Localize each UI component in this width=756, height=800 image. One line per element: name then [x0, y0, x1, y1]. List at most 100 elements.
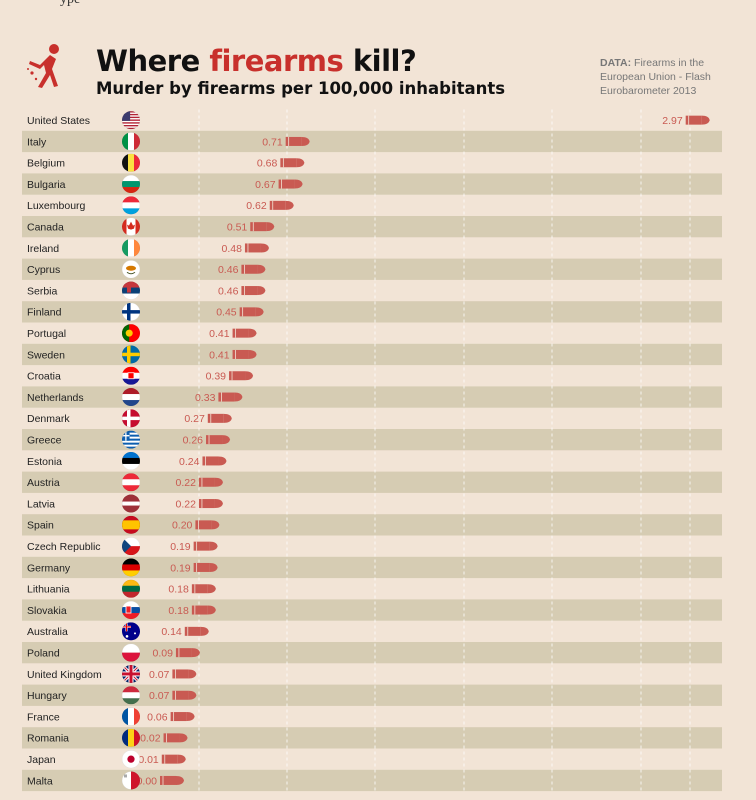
title-part-2: kill? — [343, 44, 417, 78]
flag-part — [122, 579, 140, 587]
flag-part — [122, 558, 140, 565]
flag-part — [122, 457, 140, 465]
country-label: Croatia — [27, 371, 61, 383]
value-label: 0.68 — [257, 158, 278, 170]
value-label: 0.09 — [152, 647, 173, 659]
bullet-tip — [260, 243, 269, 253]
country-label: Italy — [27, 136, 47, 148]
bullet-tip — [257, 286, 266, 296]
flag-part — [122, 698, 140, 705]
flag-part — [122, 434, 130, 437]
flag-part — [122, 479, 140, 486]
flag-part — [122, 217, 127, 236]
value-label: 0.02 — [140, 733, 161, 745]
row-stripe — [22, 642, 722, 664]
coat-of-arms — [125, 605, 132, 614]
flag-part — [128, 728, 135, 747]
chart-rows: United States 2.97 Italy 0.71 Belgium 0.68 Bul… — [27, 115, 710, 787]
flag-part — [122, 122, 140, 124]
row-stripe — [22, 514, 722, 536]
clipped-top-text: ype — [60, 0, 80, 8]
flag-part — [134, 153, 140, 172]
flag-part — [122, 585, 140, 593]
flag-part — [122, 293, 140, 300]
country-label: Japan — [27, 754, 56, 766]
flag-part — [134, 728, 140, 747]
flag-part — [122, 520, 140, 530]
flag-part — [122, 613, 140, 620]
row-stripe — [22, 556, 722, 579]
bullet-casing — [172, 690, 189, 700]
value-label: 0.48 — [222, 243, 243, 255]
bullet-casing — [206, 435, 223, 445]
flag-part — [122, 463, 140, 470]
flag-part — [122, 175, 140, 182]
bullet-mark — [198, 499, 223, 509]
flag-part — [122, 438, 140, 441]
row-stripe — [22, 769, 722, 792]
flag-part — [122, 728, 129, 747]
flag-italy-icon — [122, 132, 140, 151]
flag-part — [122, 692, 140, 699]
flag-part — [122, 281, 140, 288]
flag-part — [122, 111, 140, 113]
flag-part — [122, 451, 140, 459]
bullet-mark — [206, 435, 231, 445]
country-label: Germany — [27, 562, 71, 574]
value-label: 0.24 — [179, 456, 200, 468]
value-label: 0.45 — [216, 307, 237, 319]
country-label: Greece — [27, 434, 62, 446]
value-label: 0.22 — [176, 498, 197, 510]
flag-canada-icon — [122, 217, 140, 236]
star — [134, 632, 136, 635]
row-stripe — [22, 386, 722, 408]
bullet-casing — [193, 562, 210, 572]
bullet-mark — [175, 648, 200, 658]
country-label: Czech Republic — [27, 541, 101, 553]
value-label: 0.14 — [161, 626, 182, 638]
bullet-mark — [184, 626, 209, 636]
flag-part — [122, 187, 140, 194]
bullet-mark — [160, 775, 184, 785]
bullet-mark — [229, 371, 254, 381]
source-text: Firearms in the European Union - Flash E… — [600, 57, 711, 97]
flag-part — [122, 473, 140, 480]
value-label: 0.00 — [137, 775, 158, 787]
bullet-casing — [175, 648, 192, 658]
bullet-casing — [241, 264, 258, 274]
value-label: 0.27 — [184, 413, 205, 425]
row-stripe — [22, 343, 722, 366]
flag-estonia-icon — [122, 451, 140, 470]
title-accent: firearms — [209, 44, 344, 78]
flag-france-icon — [122, 707, 140, 726]
bullet-tip — [255, 307, 264, 317]
bullet-tip — [200, 626, 209, 636]
bullet-tip — [207, 605, 216, 615]
bullet-casing — [193, 541, 210, 551]
bullet-casing — [195, 520, 212, 530]
flag-austria-icon — [122, 473, 140, 492]
bullet-tip — [257, 264, 266, 274]
bullet-casing — [202, 456, 219, 466]
value-label: 0.07 — [149, 669, 170, 681]
flag-part — [122, 208, 140, 215]
flag-part — [122, 366, 140, 374]
flag-czech-republic-icon — [122, 537, 140, 556]
bullet-casing — [207, 413, 224, 423]
value-label: 0.20 — [172, 520, 193, 532]
row-stripe — [22, 216, 722, 238]
value-label: 0.41 — [209, 349, 230, 361]
flag-sweden-icon — [122, 345, 140, 364]
flag-part — [122, 116, 140, 119]
value-label: 0.46 — [218, 264, 239, 276]
flag-part — [122, 153, 129, 172]
bullet-casing — [191, 584, 208, 594]
bullet-tip — [245, 371, 254, 381]
flag-belgium-icon — [122, 153, 140, 172]
bullet-mark — [269, 200, 294, 210]
flag-spain-icon — [122, 515, 140, 534]
value-label: 0.18 — [168, 584, 189, 596]
country-label: Romania — [27, 733, 69, 745]
flag-part — [122, 388, 140, 395]
bullet-tip — [701, 115, 710, 125]
